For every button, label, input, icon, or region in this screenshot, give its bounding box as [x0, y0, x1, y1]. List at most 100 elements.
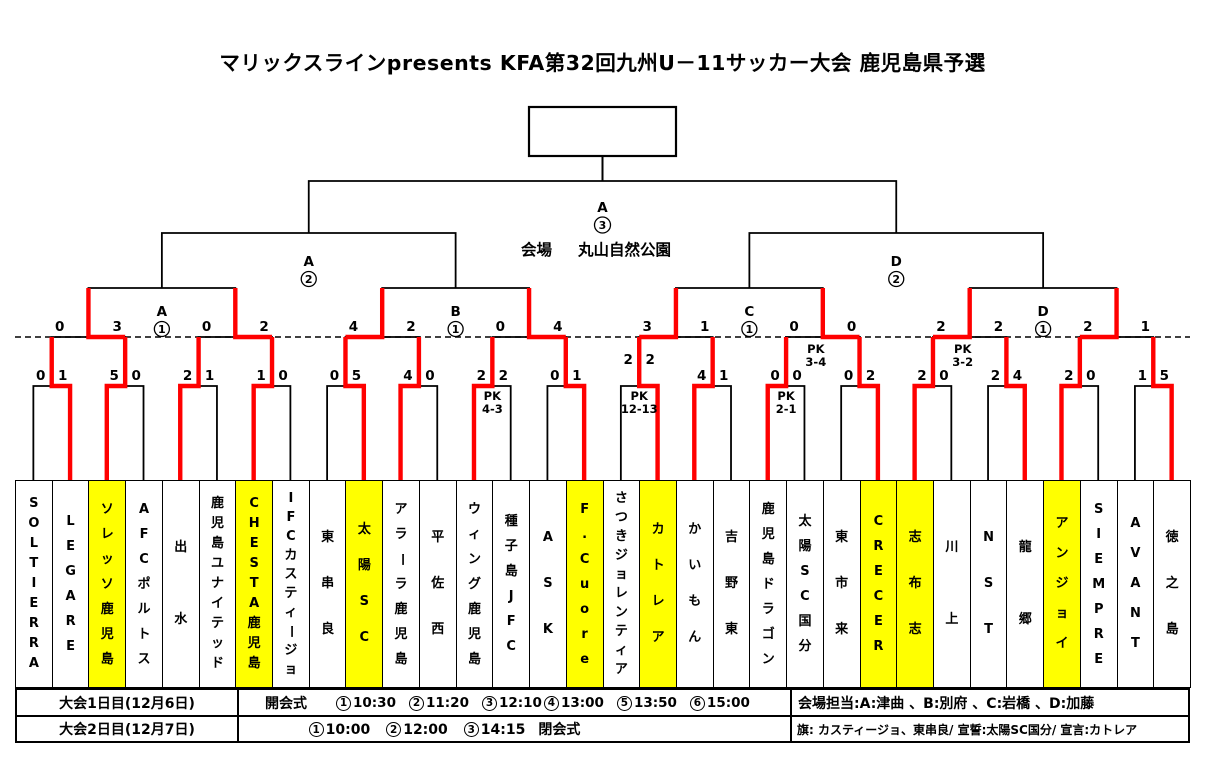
schedule-slot: 3 12:10	[481, 695, 542, 711]
bracket-join	[32, 385, 71, 481]
team-name-char: ラ	[394, 576, 408, 592]
team-name-char: R	[28, 636, 39, 651]
winner-path-r1	[1059, 337, 1083, 482]
score-r1-13-left: 2	[991, 368, 1000, 384]
winner-path-r1	[49, 337, 73, 482]
bracket-join	[693, 385, 732, 481]
qf-label-B-number: 1	[452, 323, 460, 336]
team-name-char: .	[582, 526, 588, 542]
team-name-char: 種	[504, 514, 518, 529]
team-name-char: イ	[210, 596, 224, 611]
team-box: 川上	[932, 480, 971, 688]
team-name-char: 陽	[798, 539, 812, 554]
bracket-join	[546, 385, 586, 481]
team-name-char: 之	[1165, 576, 1179, 591]
score-r2-2-right: 2	[406, 319, 415, 335]
score-r1-7-right: 1	[572, 368, 581, 384]
semi-label-D-number: 2	[892, 273, 900, 286]
score-r2-7-right: 1	[1141, 319, 1150, 335]
bracket-join	[252, 385, 292, 481]
pk-note-r2-5: PK	[807, 342, 825, 356]
bracket-join	[179, 385, 218, 481]
team-name-char: A	[138, 501, 150, 517]
qf-label-B-number-circle	[447, 320, 464, 338]
team-name-char: C	[873, 589, 884, 604]
team-box: 東市来	[822, 480, 861, 688]
slot-time: 13:50	[633, 695, 677, 711]
slot-number-circle: 1	[308, 722, 324, 737]
schedule-slot: 1 10:30	[336, 695, 396, 711]
team-name-char: S	[983, 576, 994, 591]
team-name-char: ー	[393, 552, 409, 566]
score-r2-0-right: 3	[112, 319, 121, 335]
team-name-char: R	[873, 539, 884, 554]
semi-label-A-letter: A	[304, 254, 315, 270]
team-name-char: 郷	[1018, 612, 1032, 627]
team-name-char: S	[359, 594, 370, 609]
winner-path-r2	[345, 288, 385, 340]
slot-number-circle: 1	[336, 695, 351, 711]
team-name-char: 鹿	[100, 601, 114, 617]
team-name-char: 龍	[1018, 540, 1032, 555]
team-name-char: I	[31, 576, 37, 591]
team-name-char: 子	[504, 539, 518, 554]
team-name-char: 分	[798, 639, 812, 654]
team-name-char: R	[28, 616, 39, 631]
team-name-char: ョ	[1055, 606, 1069, 621]
slot-time: 12:10	[498, 695, 542, 711]
score-r1-11-right: 2	[866, 368, 875, 384]
team-name-char: E	[1094, 551, 1104, 567]
score-r1-10-right: 0	[792, 368, 801, 384]
team-name-char: 鹿	[761, 501, 775, 517]
team-name-char: A	[1130, 516, 1141, 531]
qf-label-A-letter: A	[157, 304, 168, 320]
team-box: アラーラ鹿児島	[382, 480, 420, 688]
team-name-char: T	[984, 622, 993, 637]
semi-label-A-number: 2	[305, 273, 313, 286]
team-name-char: も	[688, 594, 702, 609]
winner-path-r1	[398, 337, 422, 482]
team-name-char: ト	[651, 558, 665, 573]
team-name-char: T	[1130, 636, 1140, 651]
score-r1-8-right: 2	[646, 352, 655, 368]
team-name-char: レ	[614, 586, 628, 601]
team-name-char: ル	[137, 601, 151, 617]
team-name-char: A	[542, 530, 553, 545]
score-r1-11-left: 0	[844, 368, 853, 384]
team-name-char: C	[579, 551, 590, 567]
day2-label: 大会2日目(12月7日)	[17, 717, 239, 741]
team-name-char: ン	[761, 651, 775, 667]
team-name-char: レ	[651, 594, 665, 609]
bracket-join	[913, 385, 953, 481]
team-name-char: 島	[247, 656, 261, 671]
schedule-slot: 1 10:00	[308, 722, 370, 738]
schedule-slot: 3 14:15	[463, 722, 525, 738]
score-r1-10-left: 0	[770, 368, 779, 384]
team-name-char: レ	[100, 526, 114, 542]
score-r1-5-right: 0	[425, 368, 434, 384]
score-r2-5-right: 0	[847, 319, 856, 335]
pk-score-r1-8: 12-13	[621, 402, 658, 416]
score-r1-8-left: 2	[624, 352, 633, 368]
team-name-char: I	[288, 491, 294, 506]
team-name-char: A	[65, 589, 76, 604]
team-name-char: N	[1129, 606, 1141, 621]
bracket-join	[840, 385, 879, 481]
bracket-join	[399, 385, 439, 481]
team-name-char: ス	[137, 651, 151, 667]
team-name-char: F	[286, 510, 296, 525]
team-name-char: カ	[651, 522, 665, 537]
qf-label-D-number-circle	[1034, 320, 1052, 338]
team-name-char: E	[873, 614, 883, 629]
team-name-char: ド	[210, 656, 224, 671]
semi-label-A-number-circle	[300, 270, 317, 288]
team-name-char: ョ	[284, 662, 298, 677]
slot-number-circle: 3	[463, 722, 479, 737]
team-name-char: ジ	[614, 548, 628, 563]
team-name-char: ン	[467, 551, 481, 567]
pk-note-r1-6: PK	[484, 389, 502, 403]
